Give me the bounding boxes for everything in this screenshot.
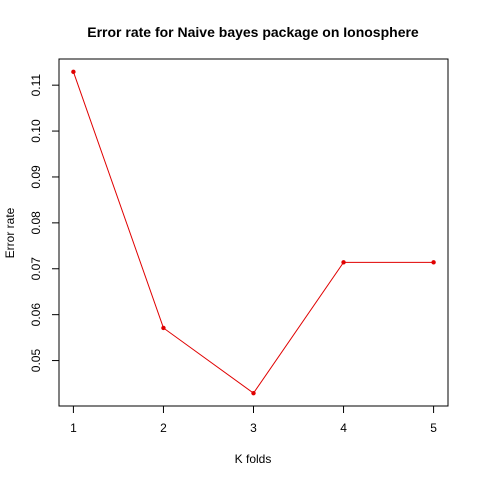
series-group — [71, 69, 436, 396]
y-tick-label: 0.08 — [29, 211, 43, 235]
data-point — [341, 260, 346, 265]
x-tick-label: 2 — [160, 421, 167, 435]
y-axis-label: Error rate — [3, 207, 17, 258]
y-tick-label: 0.11 — [29, 74, 43, 97]
y-tick-label: 0.09 — [29, 165, 43, 189]
x-tick-label: 5 — [430, 421, 437, 435]
chart-title: Error rate for Naive bayes package on Io… — [87, 24, 419, 40]
y-tick-label: 0.05 — [29, 349, 43, 373]
x-tick-label: 1 — [70, 421, 77, 435]
y-tick-label: 0.06 — [29, 303, 43, 327]
series-line — [72, 71, 434, 394]
data-point — [71, 69, 76, 75]
data-point — [251, 390, 256, 396]
plot-frame — [58, 58, 449, 407]
x-axis: 1 2 3 4 5 — [70, 405, 437, 435]
x-tick-label: 4 — [340, 421, 347, 435]
x-axis-label: K folds — [235, 452, 272, 466]
y-tick-label: 0.07 — [29, 257, 43, 281]
data-point — [431, 260, 436, 265]
y-axis: 0.05 0.06 0.07 0.08 0.09 0.10 0.11 — [29, 74, 60, 373]
x-tick-label: 3 — [250, 421, 257, 435]
data-point — [161, 325, 166, 331]
y-tick-label: 0.10 — [29, 119, 43, 143]
